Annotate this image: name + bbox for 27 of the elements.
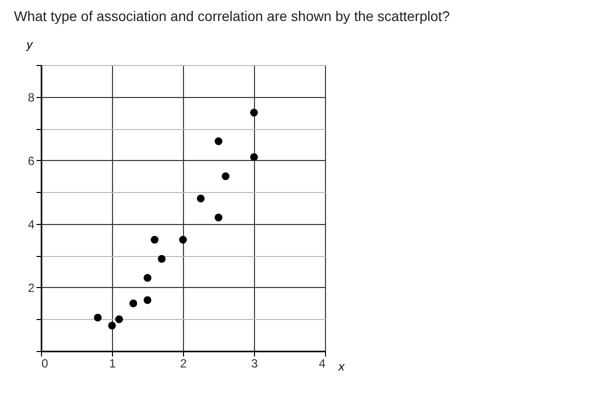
y-axis-title: y — [26, 38, 34, 52]
point — [179, 236, 187, 244]
x-tick-label: 1 — [109, 356, 116, 370]
point — [250, 108, 258, 117]
point — [214, 137, 222, 146]
point — [115, 315, 123, 324]
point — [129, 299, 138, 308]
x-tick-label: 4 — [318, 356, 326, 370]
point — [222, 172, 230, 180]
x-tick-label: 2 — [180, 356, 188, 370]
point — [150, 236, 158, 244]
point — [144, 296, 152, 304]
point — [94, 314, 102, 322]
point — [144, 274, 152, 282]
x-axis-title: x — [338, 360, 346, 374]
y-tick-label: 4 — [28, 217, 35, 232]
y-tick-label: 2 — [28, 280, 35, 295]
x-tick-label: 3 — [251, 356, 258, 370]
y-tick-label: 8 — [28, 90, 35, 104]
x-tick-label: 0 — [42, 356, 48, 370]
point — [158, 254, 166, 263]
point — [108, 322, 116, 330]
chart-title: What type of association and correlation are shown by the scatterplot? — [14, 8, 450, 24]
point — [250, 153, 258, 162]
point — [214, 214, 222, 222]
y-tick-label: 6 — [28, 154, 35, 168]
point — [196, 194, 205, 202]
